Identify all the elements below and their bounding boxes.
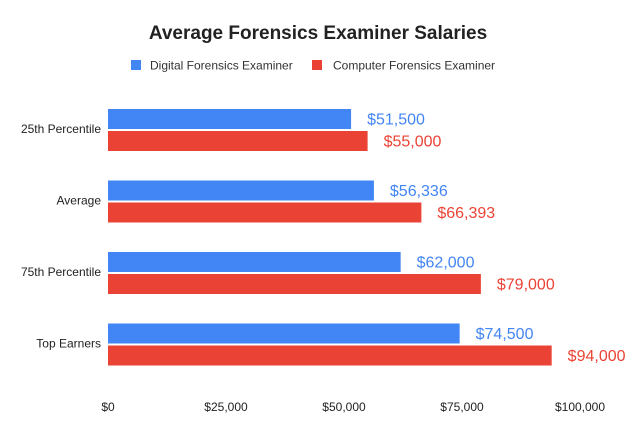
legend: Digital Forensics Examiner Computer Foren…: [131, 59, 495, 73]
bar-1-3: [108, 252, 401, 272]
bar-1-4: [108, 323, 460, 344]
chart-title: Average Forensics Examiner Salaries: [149, 23, 487, 44]
data-label-2-1: $55,000: [384, 134, 442, 151]
category-label: 25th Percentile: [21, 122, 101, 136]
legend-label-2: Computer Forensics Examiner: [333, 59, 495, 73]
x-tick-label: $50,000: [322, 400, 366, 414]
data-labels: $51,500 $55,000 $56,336 $66,393 $62,000 $79,0…: [367, 112, 626, 366]
bar-2-1: [108, 131, 368, 151]
category-label: 75th Percentile: [21, 265, 101, 279]
bar-2-3: [108, 274, 481, 294]
data-label-1-3: $62,000: [417, 255, 475, 272]
x-tick-label: $0: [101, 400, 115, 414]
bar-2-4: [108, 345, 552, 366]
category-label: Average: [57, 194, 102, 208]
bar-1-1: [108, 109, 352, 129]
x-tick-label: $25,000: [204, 400, 248, 414]
data-label-2-4: $94,000: [568, 348, 626, 365]
x-tick-label: $100,000: [555, 400, 605, 414]
x-tick-label: $75,000: [440, 400, 484, 414]
data-label-1-2: $56,336: [390, 183, 448, 200]
bar-2-2: [108, 202, 422, 223]
data-label-1-1: $51,500: [367, 112, 425, 129]
data-label-2-3: $79,000: [497, 277, 555, 294]
category-labels: 25th Percentile Average 75th Percentile Top…: [21, 122, 101, 351]
data-label-1-4: $74,500: [476, 326, 534, 343]
category-label: Top Earners: [36, 337, 101, 351]
bar-1-2: [108, 180, 374, 201]
x-axis-ticks: $0 $25,000 $50,000 $75,000 $100,000: [101, 400, 605, 414]
data-label-2-2: $66,393: [437, 205, 495, 222]
legend-swatch-2: [312, 60, 322, 70]
legend-swatch-1: [131, 60, 141, 70]
legend-label-1: Digital Forensics Examiner: [150, 59, 293, 73]
bars: [108, 109, 552, 366]
